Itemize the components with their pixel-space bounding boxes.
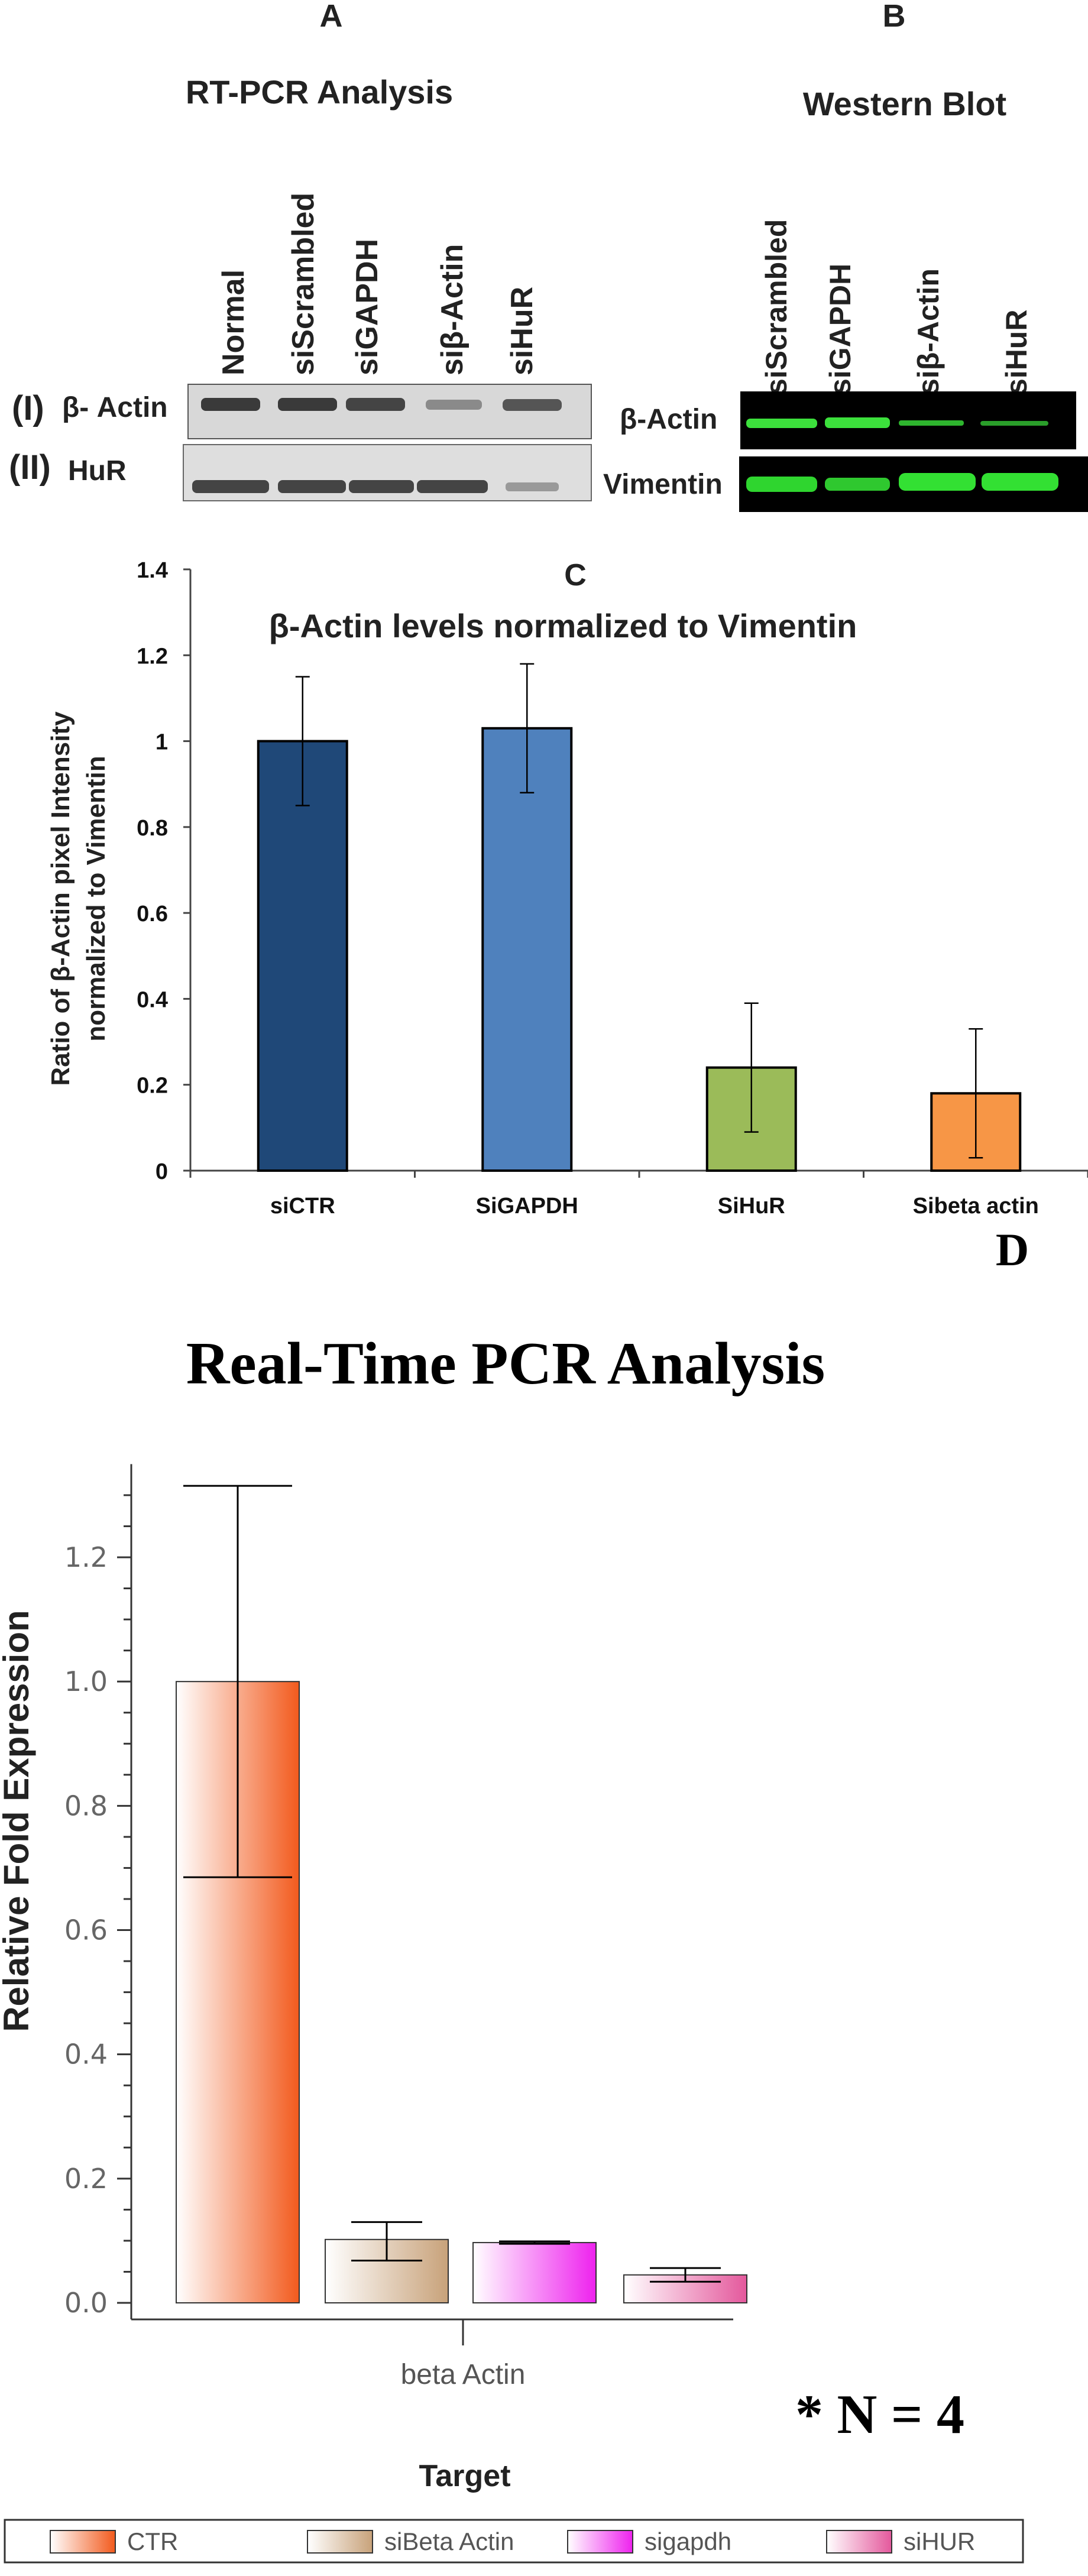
- chart-d-y-tick-label: 0.8: [64, 1790, 108, 1822]
- footnote-n: * N = 4: [795, 2384, 964, 2445]
- chart-d-ylabel: Relative Fold Expression: [0, 1610, 36, 2032]
- chart-c-y-tick-label: 0.4: [137, 987, 168, 1012]
- chart-c-y-tick-label: 1.2: [137, 644, 168, 669]
- chart-d-legend-label: siHUR: [904, 2528, 975, 2555]
- chart-d-legend-swatch: [567, 2530, 633, 2554]
- panel-b-letter: B: [883, 0, 906, 34]
- chart-c-bar: [257, 740, 348, 1172]
- panel-a-letter: A: [320, 0, 343, 34]
- chart-d-y-tick-label: 0.0: [64, 2287, 108, 2319]
- chart-d-bars: [176, 1485, 747, 2304]
- chart-d-axes: 0.0 0.2 0.4 0.6 0.8 1.0 1.2: [64, 1464, 733, 2345]
- panel-a-title: RT-PCR Analysis: [186, 73, 453, 111]
- chart-c-x-tick-label: SiHuR: [718, 1194, 785, 1219]
- chart-d-legend-label: siBeta Actin: [384, 2528, 514, 2555]
- panel-a-lane-label: Normal: [216, 270, 251, 375]
- chart-d-legend-swatch: [50, 2530, 116, 2554]
- chart-d-y-tick-label: 0.6: [64, 1914, 108, 1946]
- panel-a-lane-label: siHuR: [505, 287, 539, 375]
- chart-c-axes: 0 0.2 0.4 0.6 0.8 1 1.2 1.4: [137, 558, 1088, 1184]
- chart-d-y-tick-label: 0.2: [64, 2163, 108, 2195]
- western-blot-vimentin: [739, 456, 1088, 512]
- chart-c-y-tick-label: 0.2: [137, 1074, 168, 1099]
- panel-a-lane-label: siGAPDH: [350, 239, 384, 375]
- chart-c-x-tick-label: SiGAPDH: [476, 1194, 578, 1219]
- panel-a-lane-label: siScrambled: [286, 193, 320, 375]
- panel-a-row-label: HuR: [68, 455, 127, 487]
- panel-a-row-prefix: (I): [12, 389, 44, 427]
- rt-pcr-gel-hur: [183, 444, 592, 501]
- western-blot-beta-actin: [740, 391, 1076, 449]
- chart-d-y-tick-label: 1.2: [64, 1541, 108, 1573]
- chart-c-y-tick-label: 0: [156, 1159, 168, 1184]
- chart-c-bar: [481, 727, 573, 1172]
- chart-d-title: Real-Time PCR Analysis: [186, 1330, 825, 1397]
- chart-c-ylabel-line-2: normalized to Vimentin: [82, 756, 111, 1041]
- panel-b-lane-label: siScrambled: [760, 219, 793, 395]
- chart-d-y-tick-label: 0.4: [64, 2039, 108, 2070]
- chart-c-bars: siCTR SiGAPDH SiHuR Sibeta actin: [257, 663, 1039, 1219]
- chart-c-y-tick-label: 0.6: [137, 902, 168, 926]
- chart-d-legend-swatch: [307, 2530, 373, 2554]
- panel-a-row-prefix: (II): [9, 448, 51, 487]
- panel-b-lane-label: siβ-Actin: [912, 268, 945, 395]
- chart-c-x-tick-label: siCTR: [270, 1194, 335, 1219]
- chart-d-bar: [472, 2242, 597, 2303]
- chart-d-legend-label: sigapdh: [645, 2528, 731, 2555]
- panel-c-letter: C: [564, 558, 587, 592]
- panel-b-title: Western Blot: [803, 85, 1006, 122]
- chart-c-ylabel-line-1: Ratio of β-Actin pixel Intensity: [46, 711, 75, 1086]
- chart-d-category-label: beta Actin: [401, 2359, 526, 2390]
- panel-b-lane-label: siHuR: [1000, 310, 1033, 395]
- rt-pcr-gel-beta-actin: [187, 384, 592, 439]
- panel-b-row-label: β-Actin: [620, 404, 717, 435]
- chart-c-y-tick-label: 1.4: [137, 558, 168, 583]
- chart-c-y-tick-label: 1: [156, 730, 168, 755]
- chart-c-y-tick-label: 0.8: [137, 816, 168, 841]
- panel-a-lane-label: siβ-Actin: [435, 244, 469, 375]
- chart-c-x-tick-label: Sibeta actin: [913, 1194, 1039, 1219]
- panel-a-row-label: β- Actin: [62, 392, 168, 423]
- chart-d-legend: CTR siBeta Actin sigapdh siHUR: [50, 2528, 975, 2555]
- chart-d-y-tick-label: 1.0: [64, 1666, 108, 1697]
- chart-d-legend-swatch: [826, 2530, 892, 2554]
- chart-d-xlabel: Target: [419, 2459, 510, 2493]
- chart-c-title: β-Actin levels normalized to Vimentin: [269, 607, 857, 644]
- panel-d-letter: D: [996, 1224, 1029, 1275]
- panel-b-row-label: Vimentin: [603, 469, 723, 500]
- panel-b-lane-label: siGAPDH: [824, 264, 857, 395]
- chart-d-legend-label: CTR: [127, 2528, 178, 2555]
